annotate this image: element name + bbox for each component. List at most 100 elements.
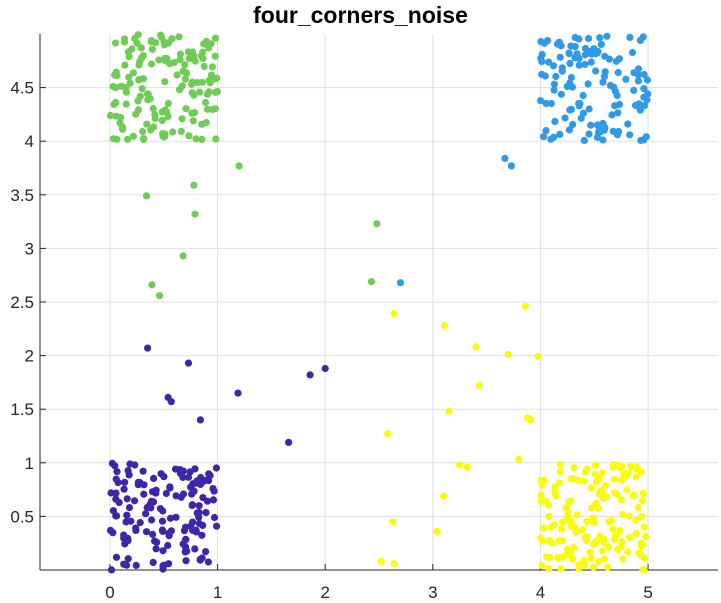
chart-title: four_corners_noise (253, 2, 468, 28)
data-point (199, 521, 207, 530)
data-point (558, 64, 566, 72)
data-point (202, 548, 210, 556)
data-point (562, 504, 570, 512)
data-point (139, 52, 147, 60)
data-point (142, 510, 150, 518)
data-point (177, 127, 185, 135)
data-point (155, 292, 164, 300)
data-point (575, 102, 583, 110)
data-point (158, 116, 166, 125)
data-point (643, 96, 651, 104)
y-tick-label: 3 (25, 239, 34, 258)
data-point (396, 279, 405, 287)
data-point (122, 83, 130, 92)
data-point (235, 162, 243, 170)
data-point (148, 45, 156, 53)
data-point (146, 95, 154, 103)
data-point (597, 40, 605, 49)
data-point (138, 85, 146, 93)
data-point (129, 132, 137, 140)
data-point (472, 343, 480, 351)
data-point (121, 61, 129, 69)
data-point (604, 563, 612, 571)
data-point (126, 460, 134, 468)
data-point (120, 560, 128, 568)
data-point (549, 62, 558, 70)
data-point (573, 511, 581, 519)
data-point (552, 72, 560, 81)
data-point (178, 82, 186, 90)
data-point (166, 484, 174, 492)
data-point (131, 34, 139, 43)
data-point (575, 61, 583, 69)
data-point (155, 56, 163, 64)
data-point (463, 463, 471, 471)
data-point (139, 467, 147, 475)
y-tick-label: 4 (25, 132, 34, 151)
data-point (209, 485, 217, 493)
data-point (189, 48, 197, 56)
x-tick-label: 0 (105, 583, 114, 602)
data-point (545, 537, 554, 545)
y-tick-label: 0.5 (10, 507, 34, 526)
data-point (150, 123, 158, 131)
data-point (199, 54, 207, 63)
x-tick-label: 2 (320, 583, 329, 602)
data-point (593, 121, 602, 129)
data-point (143, 120, 151, 128)
data-point (171, 465, 180, 473)
data-point (123, 495, 131, 503)
data-point (624, 120, 632, 128)
data-point (164, 99, 172, 107)
data-point (612, 57, 620, 65)
data-point (639, 33, 647, 41)
data-point (551, 483, 559, 491)
data-point (588, 504, 596, 512)
data-point (204, 558, 212, 566)
data-point (626, 533, 634, 541)
data-point (113, 468, 121, 476)
data-point (172, 492, 180, 500)
data-point (608, 111, 616, 119)
data-point (594, 558, 603, 566)
data-point (156, 505, 164, 513)
data-point (456, 461, 464, 469)
data-point (624, 548, 632, 556)
data-point (561, 516, 570, 524)
data-point (142, 528, 151, 536)
data-point (540, 476, 548, 484)
data-point (577, 526, 586, 534)
data-point (632, 517, 640, 525)
data-point (601, 481, 610, 490)
data-point (601, 68, 609, 76)
data-point (583, 517, 591, 526)
data-point (121, 478, 129, 486)
data-point (168, 35, 176, 43)
data-point (640, 566, 648, 574)
data-point (116, 119, 124, 127)
data-point (538, 50, 546, 59)
data-point (551, 117, 559, 125)
data-point (630, 491, 638, 499)
data-point (626, 131, 634, 139)
data-point (599, 119, 607, 127)
data-point (163, 54, 171, 63)
data-point (321, 364, 329, 373)
data-point (190, 181, 198, 189)
data-point (125, 73, 133, 81)
y-tick-label: 3.5 (10, 186, 34, 205)
data-point (125, 53, 133, 61)
data-point (158, 526, 166, 534)
data-point (209, 105, 217, 113)
data-point (563, 545, 571, 554)
data-point (433, 527, 441, 536)
data-point (191, 545, 199, 553)
data-point (599, 78, 607, 86)
data-point (594, 504, 602, 512)
data-point (367, 278, 376, 286)
x-tick-label: 4 (536, 583, 545, 602)
data-point (172, 513, 180, 521)
data-point (205, 88, 213, 96)
data-point (285, 438, 293, 446)
